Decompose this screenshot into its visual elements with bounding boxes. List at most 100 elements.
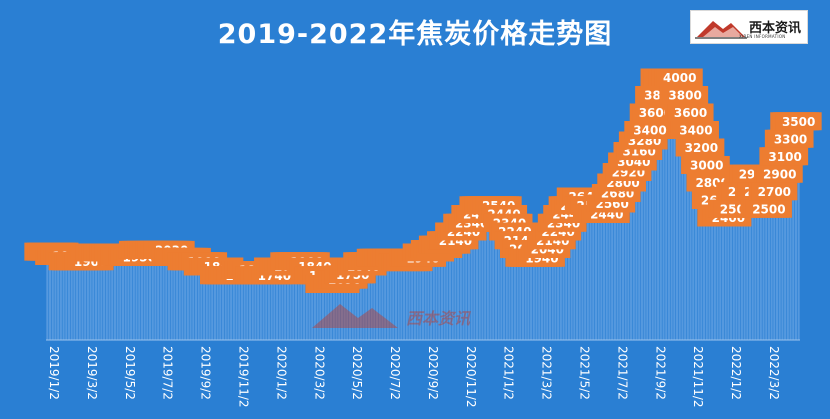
bar (235, 283, 238, 340)
bar (535, 265, 538, 340)
bar (251, 278, 254, 340)
bar (327, 292, 330, 340)
data-label-text: 2700 (758, 185, 791, 199)
bar (303, 269, 306, 340)
bar (546, 257, 549, 340)
bar (465, 230, 468, 340)
bar (432, 257, 435, 340)
x-tick-label: 2020/9/2 (426, 346, 440, 400)
data-label: 3800 (662, 86, 709, 104)
bar (59, 264, 62, 340)
bar (762, 216, 765, 340)
bar (259, 283, 262, 340)
data-label-box (656, 68, 703, 87)
data-label: 3300 (767, 129, 814, 148)
data-label-box (756, 164, 803, 183)
bar (135, 264, 138, 341)
bar (103, 260, 106, 340)
bar (519, 248, 522, 340)
bar (716, 208, 719, 340)
data-label-box (751, 182, 798, 201)
bar (49, 259, 52, 341)
bar (151, 257, 154, 341)
bar (638, 159, 641, 340)
bar (267, 283, 271, 340)
bar (157, 257, 160, 341)
bar (627, 180, 630, 340)
bar (127, 264, 130, 341)
bar (424, 260, 427, 340)
bar (703, 173, 706, 340)
bar (692, 138, 695, 340)
bar (678, 85, 681, 340)
bar (46, 259, 49, 341)
bar (300, 269, 303, 340)
bar (462, 239, 465, 340)
bar (589, 213, 592, 340)
bar (684, 103, 687, 340)
data-label: 3400 (627, 121, 674, 139)
bar (567, 222, 570, 340)
bar (243, 278, 246, 340)
bar (538, 265, 541, 340)
bar (586, 213, 589, 340)
data-label-box (678, 138, 725, 157)
data-label-box (683, 156, 730, 174)
x-tick-label: 2022/3/2 (767, 346, 781, 400)
bar (408, 270, 411, 341)
watermark-text: 西本资讯 (406, 309, 472, 328)
bar (411, 265, 414, 340)
bar (62, 264, 65, 340)
bar (616, 201, 619, 340)
bar (454, 248, 457, 340)
bar (489, 213, 492, 340)
bar (597, 222, 600, 340)
bar (778, 181, 781, 340)
bar (308, 274, 311, 340)
data-label: 3000 (683, 156, 730, 174)
bar (430, 260, 433, 340)
bar (548, 248, 552, 340)
bar (232, 283, 235, 340)
bar (200, 269, 203, 340)
bar (651, 120, 654, 340)
bar (240, 283, 243, 340)
bar (705, 173, 708, 340)
bar (400, 270, 403, 341)
bar (330, 292, 333, 340)
data-label-text: 3300 (774, 132, 807, 146)
bar (351, 282, 354, 341)
bar (594, 222, 598, 340)
bar (192, 269, 195, 340)
bar (789, 146, 792, 340)
bar (592, 213, 595, 340)
bar (797, 129, 800, 340)
bar (381, 265, 384, 340)
bar (289, 274, 292, 340)
bar (608, 211, 611, 340)
bar (76, 269, 79, 340)
bar (194, 269, 198, 340)
bar (503, 222, 506, 340)
bar (524, 257, 527, 340)
bar (743, 199, 746, 340)
bar (138, 264, 141, 341)
bar (775, 181, 779, 340)
bar (376, 269, 379, 340)
data-label-text: 3600 (674, 106, 707, 120)
bar (562, 230, 565, 340)
bar (178, 264, 181, 341)
data-label-text: 3400 (679, 124, 712, 138)
bar (286, 274, 289, 340)
bar (292, 269, 295, 340)
x-tick-label: 2020/1/2 (274, 346, 288, 400)
bar (513, 239, 516, 340)
data-label: 3100 (762, 147, 809, 166)
bar (230, 283, 233, 340)
bar (319, 283, 322, 340)
bar (640, 148, 643, 340)
chart-title: 2019-2022年焦炭价格走势图 (217, 19, 613, 50)
bar (146, 257, 149, 341)
bar (378, 265, 381, 340)
x-tick-label: 2020/3/2 (312, 346, 326, 400)
